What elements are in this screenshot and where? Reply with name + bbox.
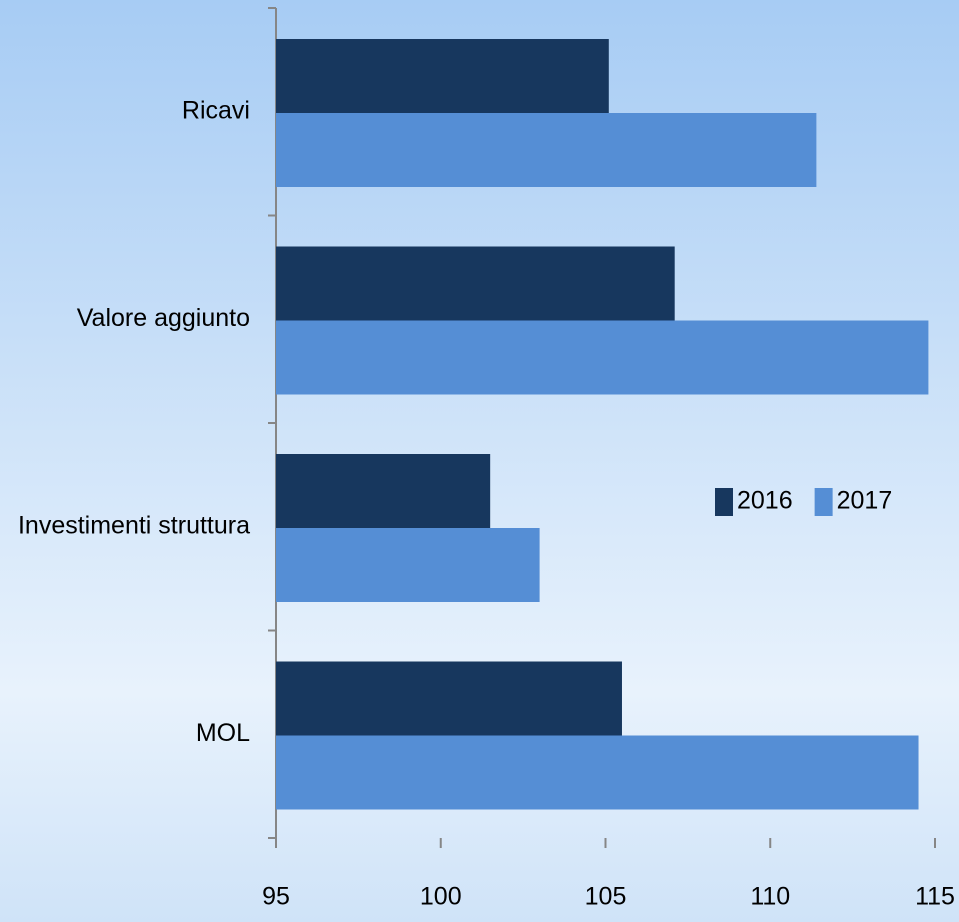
- bar: [276, 528, 540, 602]
- bar: [276, 113, 817, 187]
- legend-label: 2016: [737, 487, 793, 515]
- legend-label: 2017: [837, 487, 893, 515]
- x-tick-label: 115: [915, 883, 955, 911]
- y-tick-label: Valore aggiunto: [77, 304, 250, 332]
- bar: [276, 454, 491, 528]
- bar: [276, 735, 919, 810]
- legend-swatch: [715, 488, 733, 516]
- bar: [276, 320, 929, 395]
- x-tick-label: 105: [585, 883, 627, 911]
- bar: [276, 246, 675, 321]
- bar: [276, 661, 622, 736]
- x-tick-label: 110: [750, 883, 790, 911]
- bar: [276, 39, 609, 113]
- x-tick-label: 100: [420, 883, 462, 911]
- x-tick-label: 95: [262, 883, 290, 911]
- legend-swatch: [814, 488, 833, 516]
- y-tick-label: MOL: [196, 719, 250, 747]
- y-tick-label: Ricavi: [182, 96, 250, 124]
- y-tick-label: Investimenti struttura: [18, 511, 250, 539]
